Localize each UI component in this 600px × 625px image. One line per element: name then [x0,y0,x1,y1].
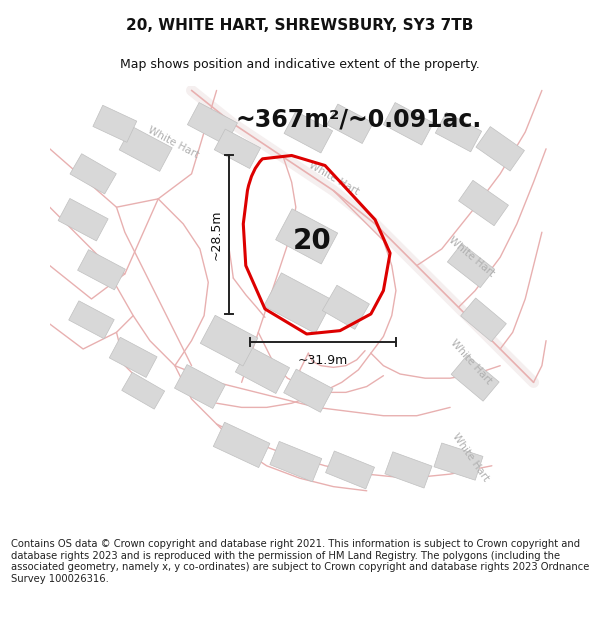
Polygon shape [327,104,373,144]
Text: White Hart: White Hart [446,236,496,279]
Polygon shape [451,355,499,401]
Polygon shape [122,372,164,409]
Polygon shape [69,301,114,339]
Polygon shape [458,181,508,226]
Polygon shape [322,285,370,329]
Polygon shape [175,364,226,409]
Polygon shape [109,338,157,377]
Polygon shape [383,102,433,145]
Polygon shape [70,154,116,194]
Text: White Hart: White Hart [451,431,491,483]
Polygon shape [187,102,238,145]
Polygon shape [270,441,322,482]
Polygon shape [385,452,432,488]
Polygon shape [200,315,258,366]
Text: 20, WHITE HART, SHREWSBURY, SY3 7TB: 20, WHITE HART, SHREWSBURY, SY3 7TB [127,18,473,33]
Polygon shape [214,129,260,169]
Text: White Hart: White Hart [307,159,360,196]
Text: ~28.5m: ~28.5m [209,209,223,260]
Text: White Hart: White Hart [448,338,494,386]
Polygon shape [476,127,524,171]
Text: 20: 20 [293,226,332,254]
Polygon shape [436,112,482,152]
Text: ~31.9m: ~31.9m [298,354,348,367]
Polygon shape [461,298,506,342]
Text: White Hart: White Hart [146,124,200,160]
Polygon shape [119,126,172,171]
Polygon shape [93,105,137,142]
Polygon shape [213,422,270,468]
Polygon shape [235,346,290,394]
Polygon shape [434,443,483,480]
Polygon shape [284,369,333,413]
Polygon shape [275,209,338,264]
Polygon shape [58,199,108,241]
Polygon shape [284,111,332,153]
Polygon shape [448,244,494,288]
Text: Map shows position and indicative extent of the property.: Map shows position and indicative extent… [120,58,480,71]
Polygon shape [326,451,374,489]
Polygon shape [264,273,333,333]
Text: ~367m²/~0.091ac.: ~367m²/~0.091ac. [235,107,482,132]
Polygon shape [77,249,125,290]
Text: Contains OS data © Crown copyright and database right 2021. This information is : Contains OS data © Crown copyright and d… [11,539,589,584]
